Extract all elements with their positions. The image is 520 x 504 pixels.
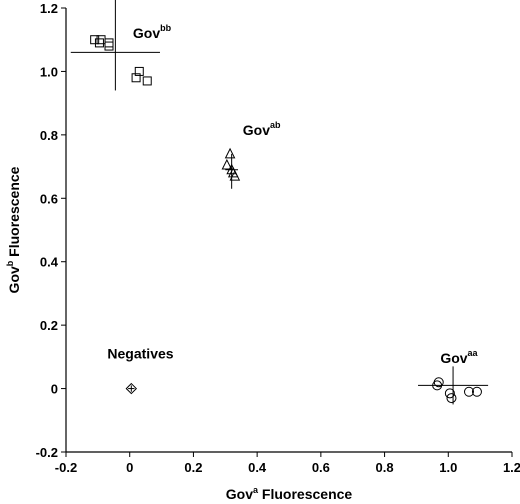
data-points xyxy=(90,35,482,404)
y-tick-label: 1.2 xyxy=(40,1,58,16)
error-bars xyxy=(70,0,489,405)
y-tick-label: 0 xyxy=(51,382,58,397)
triangle-point xyxy=(229,169,241,181)
circle-point xyxy=(446,393,457,404)
diamond-point xyxy=(125,382,138,395)
circle-point xyxy=(444,388,455,399)
axes xyxy=(65,8,512,453)
x-tick-label: 0.6 xyxy=(312,460,330,475)
square-point xyxy=(131,73,141,83)
x-tick-label: 0.2 xyxy=(184,460,202,475)
annotation-label: Govab xyxy=(243,120,281,138)
circle-point xyxy=(433,377,444,388)
y-tick-label: 1.0 xyxy=(40,64,58,79)
y-tick-label: 0.2 xyxy=(40,318,58,333)
x-axis-title: Gova Fluorescence xyxy=(226,485,353,502)
square-point xyxy=(104,38,114,48)
y-tick-label: 0.6 xyxy=(40,191,58,206)
x-tick-label: 0.4 xyxy=(248,460,267,475)
annotation-label: Negatives xyxy=(107,345,173,361)
circle-point xyxy=(463,386,474,397)
triangle-point xyxy=(224,147,236,159)
square-point xyxy=(90,35,100,45)
y-tick-label: -0.2 xyxy=(36,445,58,460)
x-tick-label: 0.8 xyxy=(376,460,394,475)
square-point xyxy=(142,76,152,86)
square-point xyxy=(94,38,104,48)
annotation-label: Govaa xyxy=(440,348,478,366)
x-tick-label: 1.2 xyxy=(503,460,520,475)
y-tick-label: 0.4 xyxy=(40,255,59,270)
ticks: -0.2 0 0.2 0.4 0.6 0.8 1.0 1.2 -0.2 0 0.2 0.4 0.6 0.8… xyxy=(36,1,520,475)
square-point xyxy=(104,41,114,51)
square-point xyxy=(134,66,144,76)
x-tick-label: 0 xyxy=(126,460,133,475)
y-axis-title: Govb Fluorescence xyxy=(5,166,22,293)
annotations: Govbb Govab Govaa Negatives xyxy=(107,23,478,366)
y-tick-label: 0.8 xyxy=(40,128,58,143)
circle-point xyxy=(471,386,482,397)
x-tick-label: -0.2 xyxy=(55,460,77,475)
x-tick-label: 1.0 xyxy=(439,460,457,475)
triangle-point xyxy=(221,158,233,170)
annotation-label: Govbb xyxy=(133,23,172,41)
